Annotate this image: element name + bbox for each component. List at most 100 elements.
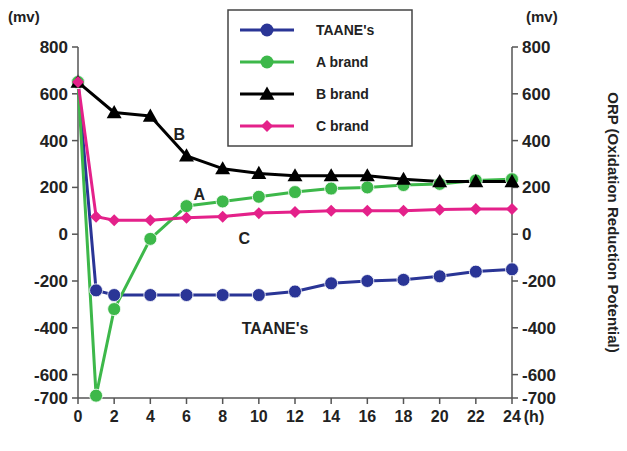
series-marker — [325, 205, 337, 217]
y2-tick-label: -700 — [522, 389, 556, 408]
series-marker — [71, 75, 86, 88]
y2-tick-label: -600 — [522, 366, 556, 385]
annotation: C — [239, 230, 251, 247]
y-tick-label: 0 — [59, 225, 68, 244]
x-tick-label: 6 — [182, 408, 191, 425]
x-tick-label: 24 — [503, 408, 521, 425]
y-tick-label: 200 — [40, 178, 68, 197]
x-tick-label: 10 — [250, 408, 268, 425]
y-tick-label: -700 — [34, 389, 68, 408]
series-marker — [398, 205, 410, 217]
x-tick — [77, 398, 79, 404]
x-tick — [439, 398, 441, 404]
annotation: A — [193, 186, 205, 203]
series-marker — [432, 174, 447, 187]
series-marker — [253, 207, 265, 219]
x-tick — [330, 398, 332, 404]
x-tick — [403, 398, 405, 404]
series-marker — [108, 289, 121, 302]
series-marker — [251, 166, 266, 179]
series-marker — [468, 174, 483, 187]
legend-box — [228, 10, 412, 146]
series-marker — [217, 211, 229, 223]
y2-tick-label: 600 — [522, 85, 550, 104]
series-marker — [179, 148, 194, 161]
x-tick — [186, 398, 188, 404]
x-tick-label: 4 — [146, 408, 155, 425]
series-marker — [216, 289, 229, 302]
series-marker — [108, 214, 120, 226]
y2-tick — [512, 233, 518, 235]
y2-tick-label: 0 — [522, 225, 531, 244]
series-marker — [361, 181, 374, 194]
y-tick-label: 800 — [40, 38, 68, 57]
y2-tick — [512, 280, 518, 282]
series-marker — [361, 275, 374, 288]
y-tick — [72, 187, 78, 189]
series-marker — [289, 206, 301, 218]
x-tick-label: 12 — [286, 408, 304, 425]
y2-tick — [512, 93, 518, 95]
y-tick — [72, 374, 78, 376]
series-marker — [72, 76, 85, 89]
y-tick — [72, 140, 78, 142]
x-tick-label: 2 — [110, 408, 119, 425]
x-tick — [258, 398, 260, 404]
series-marker — [288, 168, 303, 181]
x-tick-label: 16 — [358, 408, 376, 425]
y-tick — [72, 397, 78, 399]
series-marker — [108, 303, 121, 316]
annotation: TAANE's — [242, 320, 309, 337]
y2-tick — [512, 327, 518, 329]
series-marker — [469, 265, 482, 278]
x-tick-label: 8 — [218, 408, 227, 425]
y2-tick — [512, 140, 518, 142]
x-tick — [511, 398, 513, 404]
y-tick-label: 600 — [40, 85, 68, 104]
y2-label: ORP (Oxidation Reduction Potential) — [605, 92, 622, 353]
y2-tick-label: -200 — [522, 272, 556, 291]
x-tick — [150, 398, 152, 404]
x-tick — [367, 398, 369, 404]
y2-tick-label: 800 — [522, 38, 550, 57]
series-marker — [324, 168, 339, 181]
annotation: B — [173, 126, 185, 143]
y-tick — [72, 46, 78, 48]
series-marker — [289, 285, 302, 298]
legend-marker — [261, 24, 274, 37]
series-marker — [180, 289, 193, 302]
series-marker — [90, 211, 102, 223]
series-marker — [216, 195, 229, 208]
series-marker — [144, 214, 156, 226]
series-marker — [252, 289, 265, 302]
series-marker — [470, 203, 482, 215]
y2-tick-label: -400 — [522, 319, 556, 338]
series-marker — [434, 204, 446, 216]
x-tick-label: 0 — [74, 408, 83, 425]
series-marker — [506, 203, 518, 215]
x-tick-label: 22 — [467, 408, 485, 425]
series-marker — [90, 284, 103, 297]
legend-label: C brand — [316, 118, 369, 134]
series-marker — [433, 270, 446, 283]
series-marker — [72, 76, 84, 88]
series-marker — [144, 232, 157, 245]
legend-label: B brand — [316, 86, 369, 102]
series-marker — [144, 289, 157, 302]
y-tick-label: -400 — [34, 319, 68, 338]
legend: TAANE'sA brandB brandC brand — [228, 10, 412, 146]
y-tick-label: 400 — [40, 132, 68, 151]
x-tick — [113, 398, 115, 404]
y-tick — [72, 280, 78, 282]
series-marker — [396, 172, 411, 185]
legend-marker — [261, 56, 274, 69]
y-tick — [72, 93, 78, 95]
series-marker — [181, 212, 193, 224]
series-marker — [143, 109, 158, 122]
series-marker — [325, 277, 338, 290]
x-tick-label: 20 — [431, 408, 449, 425]
series-marker — [397, 273, 410, 286]
y-label: (mv) — [8, 8, 40, 25]
series-marker — [252, 190, 265, 203]
series-marker — [289, 186, 302, 199]
